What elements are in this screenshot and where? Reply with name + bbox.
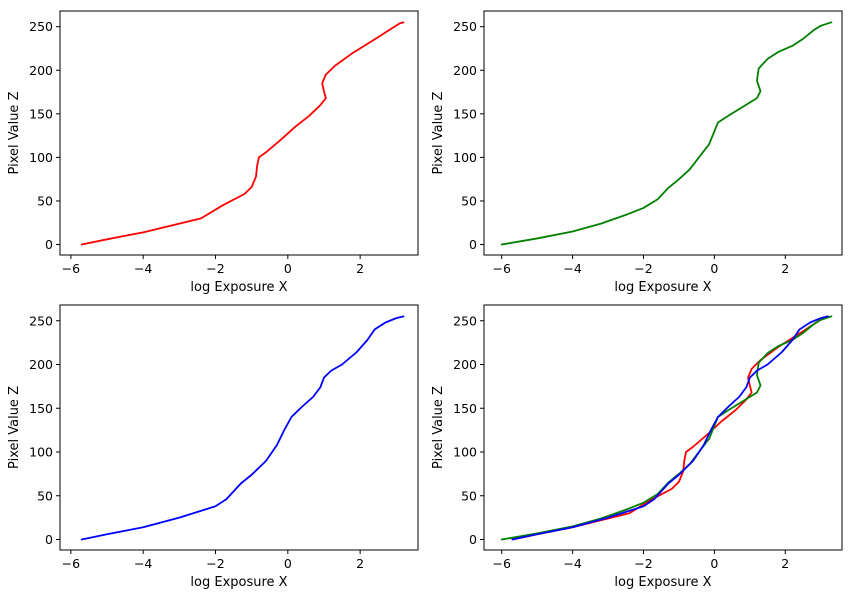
y-tick-label: 0 <box>45 237 53 252</box>
x-axis-label: log Exposure X <box>190 575 287 590</box>
y-tick-label: 100 <box>29 445 53 460</box>
y-tick-label: 50 <box>37 488 53 503</box>
series-line-1 <box>511 315 829 541</box>
x-tick-label: 2 <box>781 261 789 276</box>
x-tick-label: −6 <box>62 261 80 276</box>
y-axis-label: Pixel Value Z <box>431 91 446 174</box>
x-tick-label: 2 <box>781 556 789 571</box>
y-tick-label: 0 <box>469 532 477 547</box>
x-axis-label: log Exposure X <box>614 280 711 295</box>
y-tick-label: 100 <box>453 150 477 165</box>
series-line-3 <box>511 315 829 541</box>
x-tick-label: −4 <box>134 556 152 571</box>
y-tick-label: 150 <box>453 106 477 121</box>
y-tick-label: 250 <box>453 313 477 328</box>
chart-panel-2: −6 −4 −2 0 2 0 50 100 150 200 250 log Exposure X Pix… <box>431 10 843 295</box>
x-tick-label: −6 <box>62 556 80 571</box>
x-tick-label: 0 <box>284 261 292 276</box>
plot-frame <box>483 304 843 551</box>
y-tick-label: 200 <box>29 357 53 372</box>
series-line-1 <box>500 21 833 246</box>
y-tick-label: 50 <box>37 193 53 208</box>
y-axis-label: Pixel Value Z <box>7 91 22 174</box>
y-tick-label: 0 <box>469 237 477 252</box>
y-tick-label: 200 <box>453 357 477 372</box>
y-tick-label: 0 <box>45 532 53 547</box>
x-tick-label: 2 <box>356 556 364 571</box>
x-tick-label: −6 <box>493 261 511 276</box>
series-line-1 <box>80 315 405 541</box>
plot-frame <box>483 10 843 256</box>
x-tick-label: 0 <box>710 556 718 571</box>
x-tick-label: 0 <box>284 556 292 571</box>
x-axis-label: log Exposure X <box>614 575 711 590</box>
series-line-2 <box>500 315 833 541</box>
x-axis-label: log Exposure X <box>190 280 287 295</box>
y-axis-label: Pixel Value Z <box>431 386 446 469</box>
y-tick-label: 250 <box>29 19 53 34</box>
x-tick-label: 0 <box>710 261 718 276</box>
y-tick-label: 150 <box>453 401 477 416</box>
x-tick-label: −2 <box>206 261 224 276</box>
y-tick-label: 150 <box>29 106 53 121</box>
y-tick-label: 50 <box>461 193 477 208</box>
y-tick-label: 50 <box>461 488 477 503</box>
x-tick-label: −4 <box>563 261 581 276</box>
y-tick-label: 250 <box>453 19 477 34</box>
chart-panel-4: −6 −4 −2 0 2 0 50 100 150 200 250 log Exposure X Pix… <box>431 304 843 590</box>
series-line-1 <box>80 21 405 246</box>
x-tick-label: −4 <box>563 556 581 571</box>
x-tick-label: −6 <box>493 556 511 571</box>
x-tick-label: 2 <box>356 261 364 276</box>
x-tick-label: −2 <box>634 261 652 276</box>
chart-panel-1: −6 −4 −2 0 2 0 50 100 150 200 250 log Exposure X Pix… <box>7 10 419 295</box>
x-tick-label: −2 <box>634 556 652 571</box>
plot-frame <box>59 304 419 551</box>
x-tick-label: −2 <box>206 556 224 571</box>
y-tick-label: 250 <box>29 313 53 328</box>
y-tick-label: 200 <box>29 63 53 78</box>
chart-panel-3: −6 −4 −2 0 2 0 50 100 150 200 250 log Exposure X Pix… <box>7 304 419 590</box>
plot-frame <box>59 10 419 256</box>
y-tick-label: 100 <box>29 150 53 165</box>
y-tick-label: 200 <box>453 63 477 78</box>
y-tick-label: 150 <box>29 401 53 416</box>
y-axis-label: Pixel Value Z <box>7 386 22 469</box>
y-tick-label: 100 <box>453 445 477 460</box>
x-tick-label: −4 <box>134 261 152 276</box>
